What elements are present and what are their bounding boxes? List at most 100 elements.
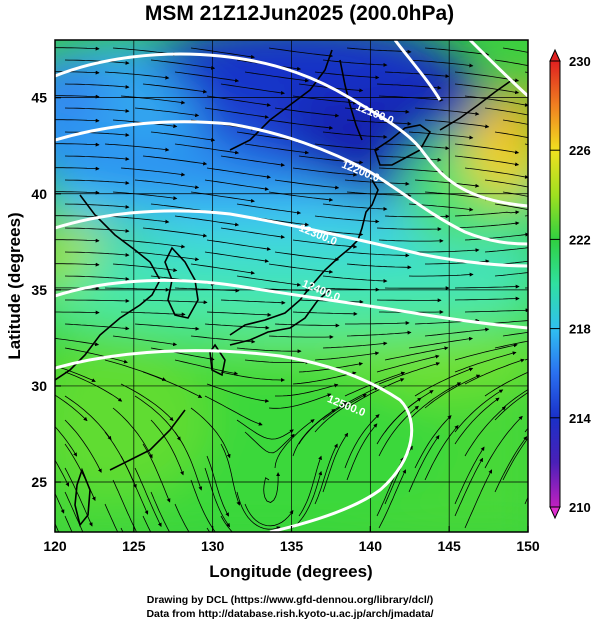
streamline [150, 131, 216, 142]
streamline [65, 298, 130, 303]
streamline [494, 203, 528, 210]
streamline [134, 251, 200, 262]
streamline [55, 142, 100, 147]
streamline [64, 59, 130, 65]
streamline [120, 527, 124, 532]
streamline [134, 179, 200, 190]
streamline [120, 95, 186, 105]
streamline [150, 347, 215, 361]
streamline [35, 528, 65, 584]
streamline [454, 343, 518, 361]
streamline [322, 131, 388, 139]
streamline [314, 393, 367, 433]
streamline [64, 107, 130, 113]
streamline [454, 446, 485, 505]
streamline [502, 119, 528, 125]
x-tick-label: 135 [280, 538, 304, 554]
streamline [236, 203, 302, 215]
streamline [104, 143, 170, 152]
colorbar-max-triangle [549, 48, 561, 62]
streamline [555, 366, 599, 396]
streamline [344, 107, 410, 114]
streamline [64, 227, 130, 233]
streamline [555, 108, 599, 126]
streamline [345, 320, 410, 325]
streamline [112, 335, 178, 347]
streamline [275, 383, 339, 397]
streamline [414, 367, 474, 397]
colorbar-min-triangle [549, 506, 561, 520]
streamline [204, 395, 263, 426]
streamline [190, 263, 255, 275]
streamline [150, 419, 184, 476]
coastline-taiwan [74, 467, 91, 527]
streamline [298, 455, 322, 517]
streamline [220, 227, 285, 239]
coastline-kurils [439, 79, 513, 131]
streamline [454, 143, 520, 155]
streamline [236, 275, 302, 287]
streamline [236, 347, 302, 354]
streamline [220, 443, 241, 506]
streamline [55, 492, 65, 514]
streamline [322, 341, 388, 349]
streamline [378, 405, 419, 457]
streamline [314, 351, 380, 361]
streamline [384, 346, 449, 361]
streamline [494, 131, 528, 138]
streamline [376, 397, 422, 445]
streamline [292, 371, 357, 385]
streamline [64, 179, 130, 185]
streamline [206, 167, 271, 179]
streamline [64, 131, 130, 137]
streamline [524, 427, 528, 433]
streamline [464, 232, 528, 241]
streamline [384, 71, 450, 79]
streamline [104, 287, 170, 292]
streamline [244, 143, 310, 155]
streamline [502, 260, 528, 265]
colorbar-bar [549, 60, 561, 508]
streamline [494, 59, 528, 66]
streamline [502, 47, 528, 53]
streamline [134, 107, 200, 118]
streamline [244, 431, 295, 454]
streamline [346, 47, 412, 54]
streamline [64, 203, 130, 209]
streamline [484, 247, 528, 253]
streamline [204, 179, 269, 191]
streamline [55, 190, 100, 195]
streamline [378, 362, 441, 385]
x-tick-label: 145 [437, 538, 461, 554]
streamline [274, 179, 340, 190]
streamline [64, 251, 130, 257]
colorbar-tick-label: 218 [569, 322, 591, 337]
streamline [314, 215, 380, 224]
streamline [494, 340, 528, 349]
contour-line-12100 [55, 52, 528, 208]
streamline [120, 455, 149, 515]
streamline [112, 263, 178, 273]
streamline [274, 323, 340, 328]
streamline [206, 311, 272, 317]
streamline [174, 359, 239, 376]
colorbar-tick-label: 222 [569, 232, 591, 247]
streamline [190, 407, 231, 459]
streamline [55, 214, 100, 219]
streamline [174, 71, 240, 83]
streamline [424, 47, 490, 57]
streamline [268, 334, 334, 339]
streamline [292, 409, 336, 457]
streamline [408, 336, 473, 349]
streamline [454, 221, 520, 229]
streamline [454, 397, 500, 445]
streamline [174, 143, 240, 155]
streamline [346, 191, 412, 198]
credit-data: Data from http://database.rish.kyoto-u.a… [146, 608, 434, 620]
coastline-hokkaido [374, 124, 432, 166]
streamline [533, 156, 595, 172]
streamline [344, 179, 410, 186]
streamline [314, 71, 380, 80]
coastlines [55, 49, 513, 527]
streamline [484, 371, 528, 397]
